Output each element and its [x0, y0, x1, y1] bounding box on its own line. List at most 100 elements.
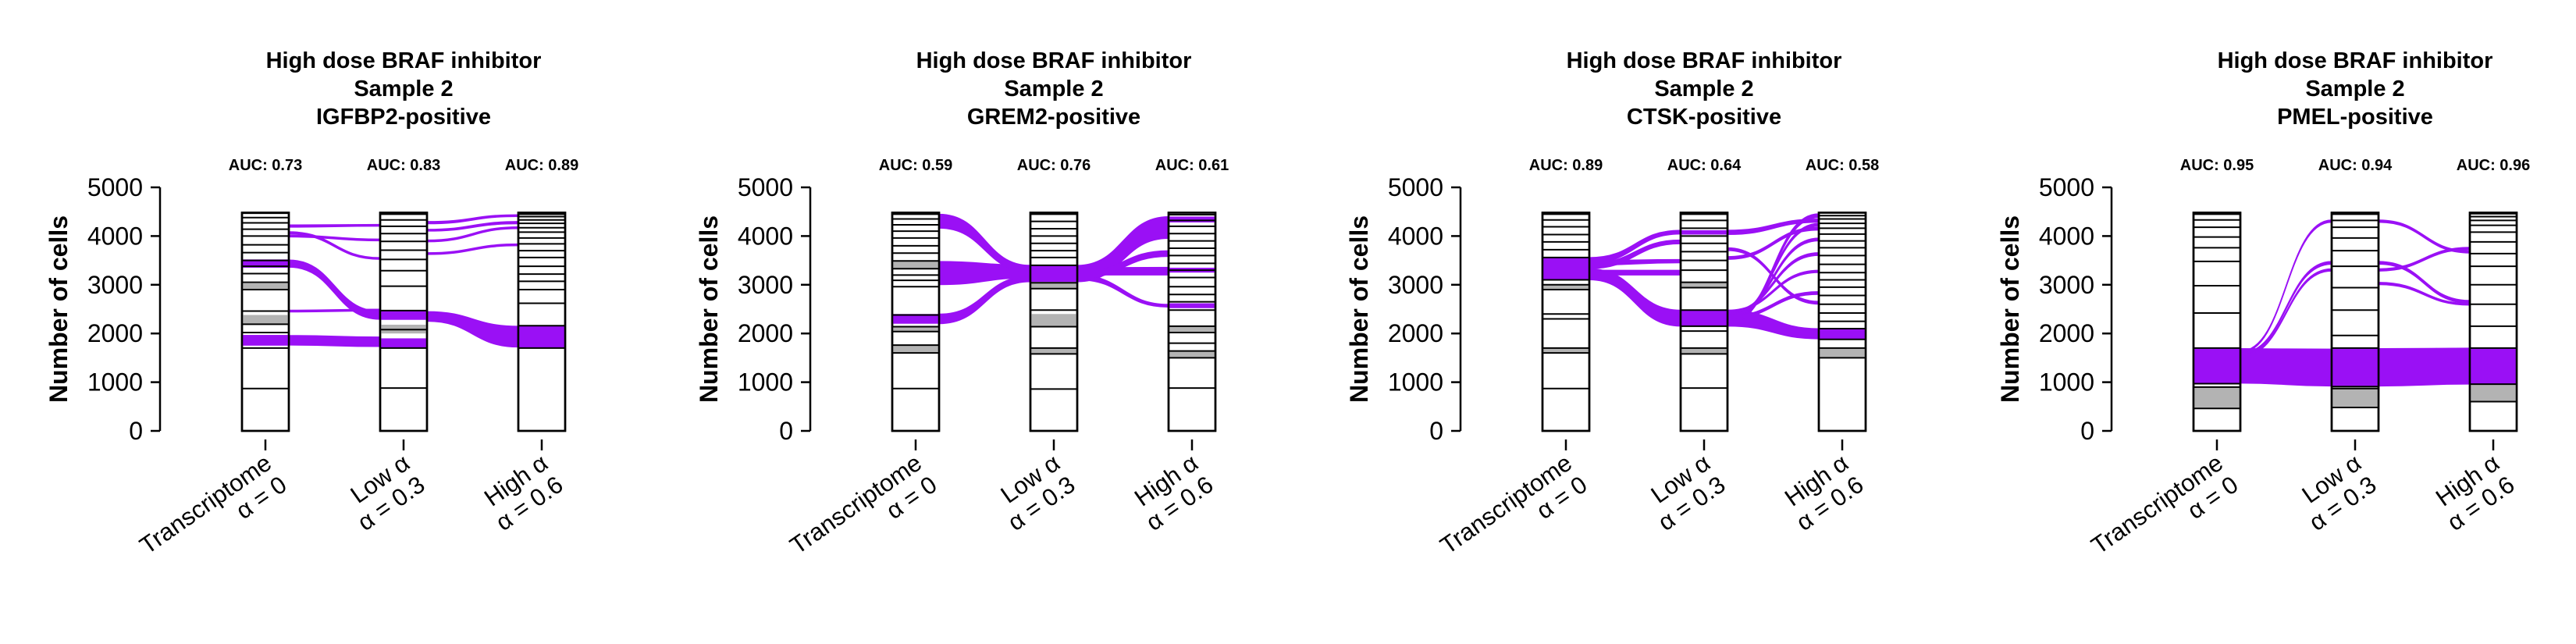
flows: [938, 213, 1169, 325]
unclassified-stratum: [892, 261, 939, 269]
positive-stratum: [2332, 347, 2379, 387]
positive-stratum: [380, 310, 427, 320]
stratum-box: [1541, 212, 1591, 432]
positive-stratum: [1030, 265, 1077, 283]
positive-stratum: [2470, 347, 2517, 385]
flow-band: [1589, 268, 1681, 327]
flow-band: [1589, 258, 1681, 266]
y-tick-label: 4000: [87, 222, 143, 250]
chart-title-line-2: Sample 2: [1654, 76, 1753, 101]
y-tick-label: 5000: [87, 173, 143, 201]
y-tick-label: 3000: [1388, 271, 1443, 299]
flow-band: [2378, 247, 2471, 272]
y-tick-label: 0: [1429, 417, 1443, 445]
y-tick-label: 4000: [738, 222, 793, 250]
x-axis-label: High αα = 0.6: [1776, 449, 1869, 536]
chart-title-line-3: IGFBP2-positive: [316, 105, 491, 130]
flow-band: [288, 335, 381, 347]
chart-title-line-2: Sample 2: [1004, 76, 1103, 101]
positive-stratum: [2194, 347, 2240, 384]
y-tick-label: 5000: [1388, 173, 1443, 201]
x-axis-label: High αα = 0.6: [1126, 449, 1219, 536]
stratum-axis-2: AUC: 0.76 Low αα = 0.3: [987, 157, 1091, 536]
auc-label: AUC: 0.89: [1529, 157, 1603, 174]
panel-1: High dose BRAF inhibitor Sample 2 IGFBP2-p…: [44, 48, 578, 581]
auc-label: AUC: 0.95: [2180, 157, 2254, 174]
unclassified-stratum: [1542, 284, 1589, 290]
y-tick-label: 0: [779, 417, 793, 445]
y-tick-label: 0: [129, 417, 143, 445]
x-axis-label: Low αα = 0.3: [337, 449, 430, 536]
y-axis-label: Number of cells: [1996, 215, 2024, 403]
stratum-outline: [2330, 212, 2380, 432]
unclassified-stratum: [1681, 347, 1727, 354]
flow-band: [288, 234, 381, 242]
positive-stratum: [1819, 328, 1866, 340]
unclassified-stratum: [1819, 347, 1866, 358]
positive-stratum: [242, 259, 289, 268]
unclassified-stratum: [892, 326, 939, 332]
y-tick-label: 3000: [738, 271, 793, 299]
unclassified-stratum: [1542, 347, 1589, 354]
auc-label: AUC: 0.58: [1806, 157, 1879, 174]
stratum-box: [379, 212, 429, 432]
flow-band: [1727, 291, 1820, 319]
auc-label: AUC: 0.64: [1667, 157, 1742, 174]
stratum-outline: [1817, 212, 1867, 432]
flow-band: [1076, 274, 1169, 308]
stratum-box: [1167, 212, 1217, 432]
y-tick-label: 1000: [87, 368, 143, 397]
chart-title-line-2: Sample 2: [2305, 76, 2404, 101]
stratum-box: [517, 212, 567, 432]
flow-band: [426, 311, 519, 348]
auc-label: AUC: 0.96: [2457, 157, 2530, 174]
unclassified-stratum: [2194, 386, 2240, 409]
positive-stratum: [1169, 303, 1215, 308]
unclassified-stratum: [242, 315, 289, 325]
stratum-outline: [240, 212, 290, 432]
unclassified-stratum: [242, 283, 289, 290]
auc-label: AUC: 0.83: [367, 157, 440, 174]
positive-stratum: [1681, 310, 1727, 326]
stratum-outline: [1679, 212, 1729, 432]
flow-band: [426, 243, 519, 255]
positive-stratum: [518, 326, 565, 348]
positive-stratum: [892, 314, 939, 324]
panel-3: High dose BRAF inhibitor Sample 2 CTSK-pos…: [1345, 48, 1879, 581]
y-tick-label: 2000: [87, 319, 143, 347]
y-tick-label: 2000: [738, 319, 793, 347]
y-axis-label: Number of cells: [44, 215, 73, 403]
flows: [1589, 213, 1820, 340]
flow-band: [1589, 269, 1681, 276]
x-axis-label: Low αα = 0.3: [987, 449, 1080, 536]
flow-band: [1589, 229, 1681, 264]
chart-title-line-1: High dose BRAF inhibitor: [2218, 48, 2493, 73]
flow-band: [2240, 268, 2332, 358]
positive-stratum: [1681, 229, 1727, 235]
y-tick-label: 2000: [2039, 319, 2094, 347]
x-axis-label: Transcriptomeα = 0: [1436, 449, 1592, 581]
x-axis-label: Low αα = 0.3: [1638, 449, 1731, 536]
y-tick-label: 4000: [2039, 222, 2094, 250]
unclassified-stratum: [1030, 283, 1077, 289]
flow-band: [288, 223, 381, 228]
positive-stratum: [1542, 257, 1589, 280]
x-axis-label: High αα = 0.6: [475, 449, 568, 536]
stratum-outline: [2468, 212, 2518, 432]
x-axis-label: High αα = 0.6: [2427, 449, 2520, 536]
x-axis-label: Transcriptomeα = 0: [135, 449, 292, 581]
flows: [2240, 219, 2471, 387]
positive-stratum: [380, 338, 427, 348]
flow-band: [2378, 347, 2471, 387]
y-tick-label: 3000: [2039, 271, 2094, 299]
unclassified-stratum: [1030, 347, 1077, 354]
stratum-outline: [2192, 212, 2242, 432]
auc-label: AUC: 0.61: [1155, 157, 1229, 174]
y-tick-label: 1000: [2039, 368, 2094, 397]
panel-2: High dose BRAF inhibitor Sample 2 GREM2-po…: [695, 48, 1229, 560]
chart-title-line-1: High dose BRAF inhibitor: [266, 48, 542, 73]
stratum-axis-3: AUC: 0.58 High αα = 0.6: [1776, 157, 1879, 536]
stratum-outline: [1029, 212, 1079, 432]
y-tick-label: 2000: [1388, 319, 1443, 347]
